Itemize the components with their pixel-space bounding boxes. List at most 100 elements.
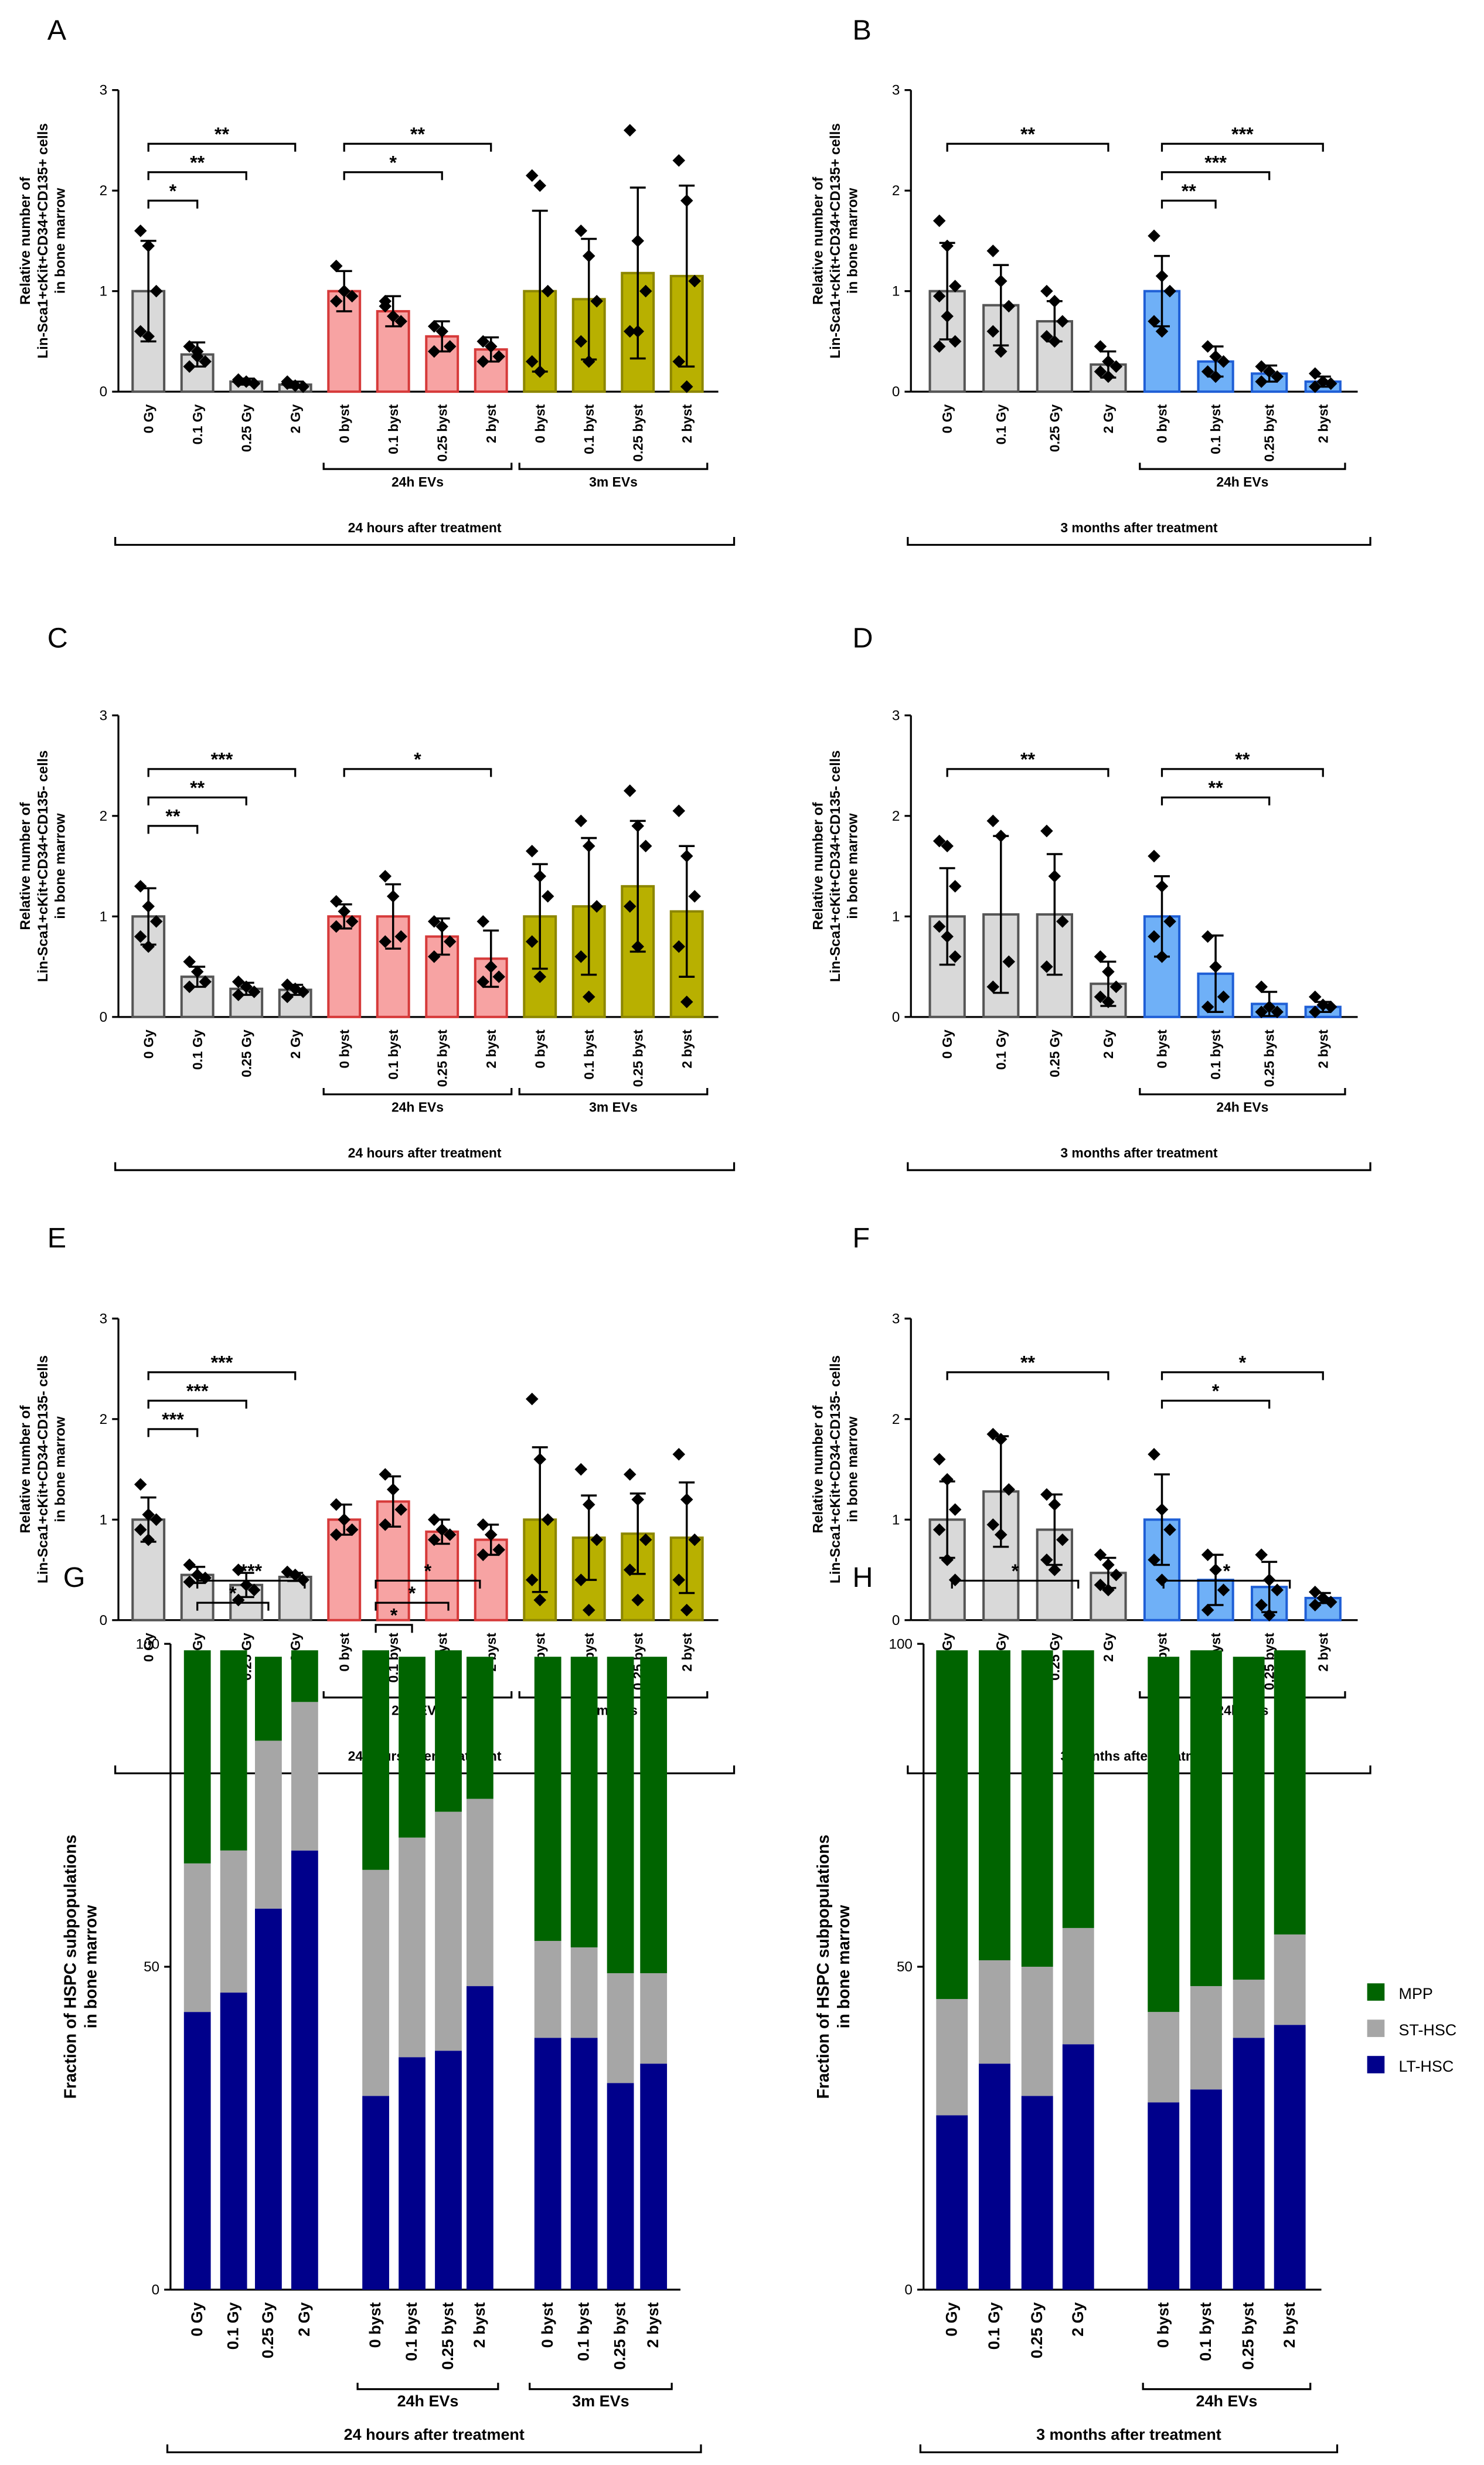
data-point [435,325,448,338]
significance-label: *** [211,749,233,770]
data-point [932,1523,946,1536]
data-point [994,1433,1008,1446]
bar [327,915,362,1018]
data-point [1148,315,1160,328]
x-tick-label: 0.25 byst [630,1029,645,1087]
data-point [994,274,1008,288]
error-bar [483,929,499,988]
data-point [345,1523,359,1536]
bar-segment [979,2063,1010,2290]
group-bracket [322,1088,513,1096]
significance-bracket [147,171,247,181]
x-tick-label: 2 byst [1315,404,1330,443]
y-tick-label: 3 [100,1311,107,1327]
data-point [386,890,400,903]
bar-segment [220,1850,247,1993]
significance-label: *** [1231,124,1254,145]
x-tick-label: 0.1 Gy [985,2302,1003,2350]
data-point [1155,325,1169,338]
footer-label: 3 months after treatment [1060,1145,1218,1161]
group-bracket [1139,1088,1346,1096]
data-point [574,335,588,348]
y-tick-label: 3 [892,83,900,98]
data-point [476,1548,490,1562]
data-point [379,300,392,313]
y-tick-label: 2 [100,1412,107,1427]
data-point [183,1558,196,1572]
data-point [1094,340,1107,353]
error-bar [1154,1473,1170,1566]
data-point [1094,1548,1107,1562]
data-point [134,930,147,943]
significance-bracket [147,1399,247,1409]
data-point [533,365,546,378]
significance-bracket [147,768,297,777]
data-point [1155,880,1169,893]
bar-segment [936,2115,968,2290]
significance-bracket [1162,1579,1291,1589]
bar-segment [362,2096,389,2290]
bar-segment [570,2038,598,2290]
y-axis-label: Relative number of [810,176,826,305]
y-axis-label: in bone marrow [834,1905,853,2028]
bar-segment [1274,2025,1306,2290]
data-point [574,1573,588,1586]
data-point [476,975,490,988]
bar-segment [399,1837,426,2058]
bar-segment [435,1811,462,2051]
significance-bracket [147,796,247,805]
bar-segment [1062,1650,1094,1928]
bar-segment [435,1650,462,1812]
x-tick-label: 0.25 byst [439,2302,457,2369]
significance-label: * [414,749,421,770]
x-tick-label: 0 byst [1155,404,1170,443]
y-axis-label: Lin-Sca1+cKit+CD34+CD135- cells [828,750,843,982]
data-point [134,1478,147,1491]
data-point [281,990,294,1004]
bar-segment [1233,2038,1265,2290]
bar-segment [1274,1934,1306,2025]
data-point [1163,284,1176,298]
x-tick-label: 0.1 byst [1208,1029,1223,1080]
x-tick-label: 0.1 byst [386,404,401,454]
data-point [142,900,155,913]
x-tick-label: 2 Gy [1069,2302,1087,2336]
data-point [525,1392,539,1406]
significance-bracket [1160,796,1271,805]
significance-label: * [1223,1560,1231,1582]
data-point [1309,990,1322,1004]
data-point [476,355,490,368]
bar-segment [1190,1986,1222,2090]
significance-label: * [1012,1560,1019,1582]
data-point [1155,1503,1169,1516]
bar-segment [1021,1967,1053,2096]
group-label: 24h EVs [392,474,444,489]
data-point [134,1523,147,1536]
bar-segment [1233,1657,1265,1980]
data-point [1056,315,1069,328]
data-point [1056,915,1069,928]
x-tick-label: 2 byst [484,404,499,443]
data-point [329,895,343,908]
group-label: 24h EVs [392,1099,444,1114]
data-point [1109,360,1123,373]
data-point [986,1427,1000,1441]
data-point [443,935,457,948]
x-tick-label: 0.1 Gy [224,2302,242,2350]
significance-bracket [375,1624,413,1633]
bar-segment [1148,2012,1180,2103]
data-point [149,1513,163,1526]
data-point [582,839,595,853]
data-point [1217,990,1230,1004]
x-tick-label: 0 byst [532,1029,547,1068]
x-tick-label: 0 byst [1154,2302,1172,2348]
bar-segment [607,1973,634,2083]
data-point [590,900,603,913]
significance-bracket [951,1579,1080,1589]
panel-letter: E [47,1222,66,1254]
data-point [533,1453,546,1466]
legend-label: MPP [1399,1985,1433,2002]
x-tick-label: 0.25 byst [434,404,450,461]
error-bar [939,867,955,966]
x-tick-label: 2 byst [1315,1633,1330,1671]
